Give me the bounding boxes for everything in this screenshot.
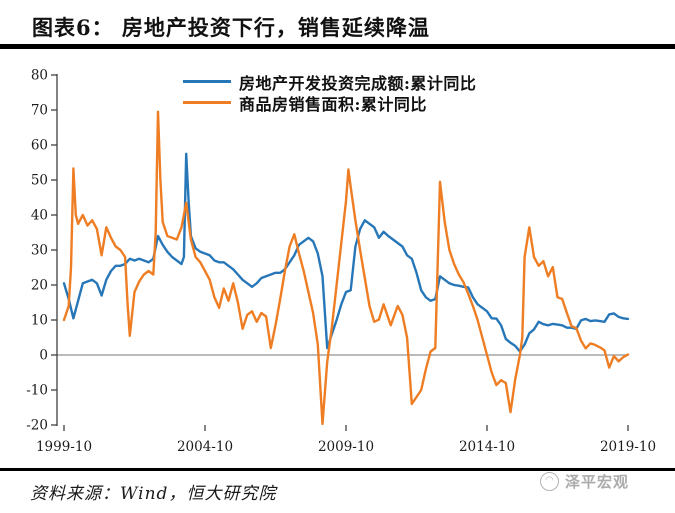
legend-label-investment: 房地产开发投资完成额:累计同比 xyxy=(239,73,477,93)
legend-item-sales: 商品房销售面积:累计同比 xyxy=(183,92,476,114)
x-axis-label: 2019-10 xyxy=(600,439,656,455)
investment-line-swatch xyxy=(183,80,231,83)
zeping-logo-icon: ◠ xyxy=(540,472,559,491)
data-source-note: 资料来源：Wind，恒大研究院 xyxy=(30,484,277,504)
y-axis-label: -10 xyxy=(26,383,48,399)
legend-item-investment: 房地产开发投资完成额:累计同比 xyxy=(183,71,477,93)
sales-line-series xyxy=(62,110,630,426)
investment-line-series xyxy=(62,152,630,353)
sales-line-swatch xyxy=(183,101,231,104)
x-axis-label: 2009-10 xyxy=(318,439,374,455)
x-axis-label: 2014-10 xyxy=(459,439,515,455)
bottom-rule xyxy=(0,468,675,471)
y-axis-label: 50 xyxy=(31,173,48,189)
watermark: ◠ 泽平宏观 xyxy=(540,471,629,492)
legend: 房地产开发投资完成额:累计同比 商品房销售面积:累计同比 xyxy=(183,71,477,114)
y-axis-label: 70 xyxy=(31,103,48,119)
y-axis-label: 0 xyxy=(39,348,48,364)
chart-title: 图表6： 房地产投资下行，销售延续降温 xyxy=(32,15,430,40)
y-axis-label: 40 xyxy=(31,208,48,224)
x-axis-label: 2004-10 xyxy=(177,439,233,455)
y-axis-label: 20 xyxy=(31,278,48,294)
y-axis-label: 60 xyxy=(31,138,48,154)
x-axis-label: 1999-10 xyxy=(36,439,92,455)
y-axis-label: -20 xyxy=(26,418,48,434)
legend-label-sales: 商品房销售面积:累计同比 xyxy=(239,94,427,114)
top-rule xyxy=(0,44,675,49)
y-axis-label: 30 xyxy=(31,243,48,259)
watermark-text: 泽平宏观 xyxy=(565,473,630,491)
y-axis-label: 10 xyxy=(31,313,48,329)
y-axis-label: 80 xyxy=(31,68,48,84)
